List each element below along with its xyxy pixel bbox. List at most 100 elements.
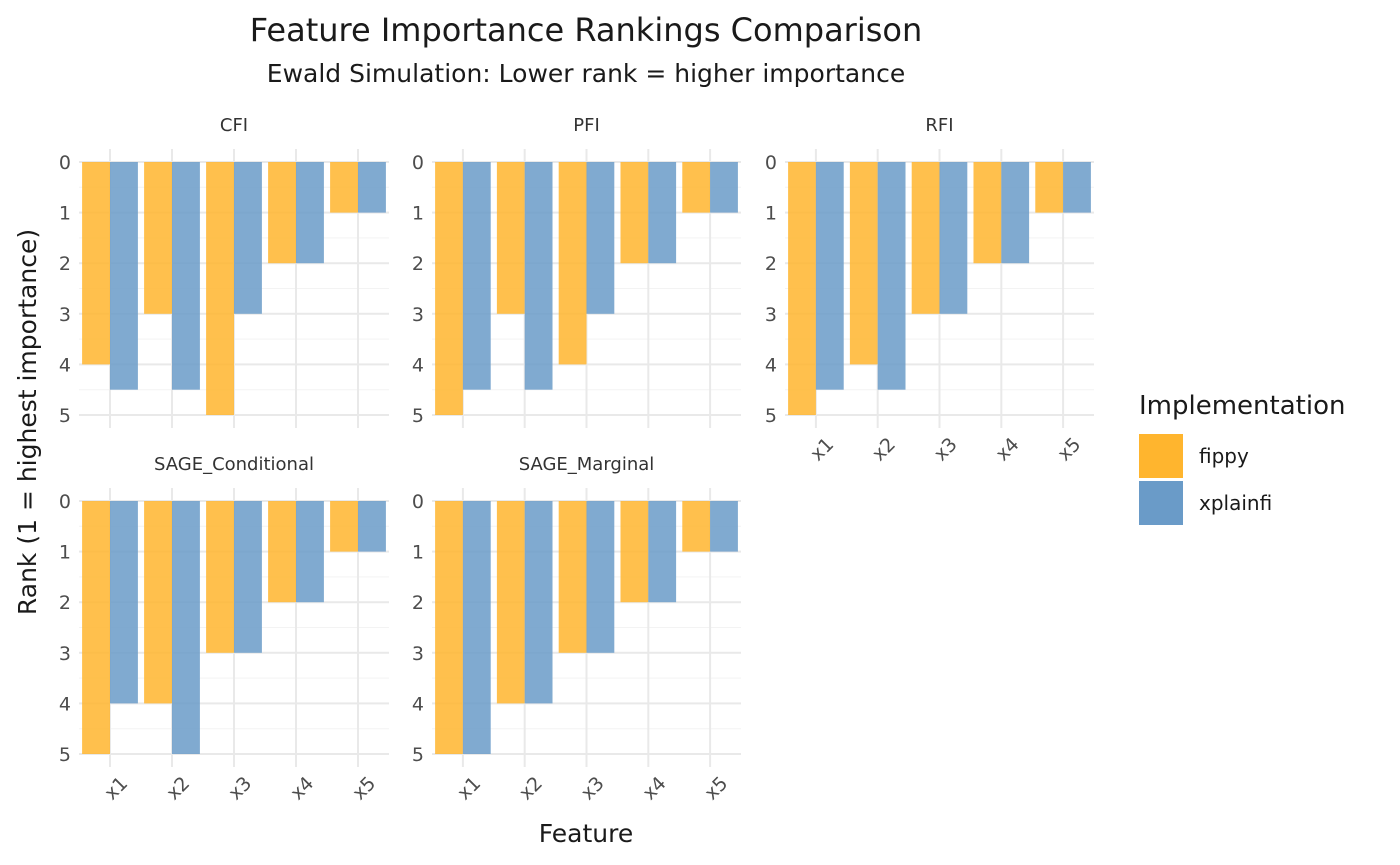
x-tick-label: x5 <box>700 772 732 804</box>
bar-rfi-xplainfi-x5 <box>1063 162 1091 213</box>
y-tick-label: 5 <box>765 405 777 427</box>
y-tick-label: 2 <box>59 592 71 614</box>
bar-cfi-fippy-x4 <box>268 162 296 264</box>
facet-label-cfi: CFI <box>220 115 248 136</box>
bar-pfi-fippy-x2 <box>496 162 525 314</box>
x-tick-label: x3 <box>224 772 256 804</box>
facet-label-pfi: PFI <box>573 115 600 136</box>
y-tick-label: 3 <box>59 304 71 326</box>
facet-label-sage-conditional: SAGE_Conditional <box>154 454 314 475</box>
bar-sage-conditional-xplainfi-x1 <box>110 501 138 704</box>
y-tick-label: 3 <box>412 304 424 326</box>
bar-sage-marginal-fippy-x5 <box>682 501 711 552</box>
y-tick-label: 2 <box>765 253 777 275</box>
bar-pfi-xplainfi-x3 <box>586 162 615 314</box>
y-tick-label: 2 <box>412 253 424 275</box>
y-tick-label: 4 <box>412 693 424 715</box>
bar-pfi-fippy-x1 <box>435 162 463 415</box>
y-tick-label: 5 <box>412 744 424 766</box>
bar-sage-marginal-xplainfi-x5 <box>710 501 738 552</box>
y-tick-label: 4 <box>412 354 424 376</box>
bar-pfi-xplainfi-x2 <box>524 162 553 390</box>
bar-cfi-xplainfi-x5 <box>358 162 386 213</box>
bar-cfi-fippy-x2 <box>144 162 172 314</box>
bar-pfi-fippy-x3 <box>558 162 587 365</box>
legend-swatch-xplainfi <box>1139 481 1183 525</box>
bar-sage-conditional-xplainfi-x5 <box>358 501 386 552</box>
bar-rfi-fippy-x5 <box>1035 162 1064 213</box>
facet-label-sage-marginal: SAGE_Marginal <box>519 454 655 475</box>
bar-cfi-xplainfi-x3 <box>234 162 262 314</box>
bar-rfi-xplainfi-x2 <box>877 162 906 390</box>
y-tick-label: 2 <box>412 592 424 614</box>
bar-rfi-xplainfi-x3 <box>939 162 968 314</box>
y-tick-label: 0 <box>412 491 424 513</box>
bar-sage-marginal-xplainfi-x3 <box>586 501 615 653</box>
x-tick-label: x3 <box>930 433 962 465</box>
bar-sage-marginal-fippy-x4 <box>620 501 649 603</box>
bar-cfi-xplainfi-x1 <box>110 162 138 390</box>
y-tick-label: 4 <box>59 354 71 376</box>
x-tick-label: x4 <box>639 772 671 804</box>
y-tick-label: 1 <box>412 542 424 564</box>
bar-sage-conditional-xplainfi-x4 <box>296 501 324 603</box>
y-tick-label: 1 <box>59 203 71 225</box>
bar-pfi-xplainfi-x4 <box>648 162 677 264</box>
bar-cfi-xplainfi-x4 <box>296 162 324 264</box>
bar-sage-conditional-xplainfi-x2 <box>172 501 200 754</box>
x-tick-label: x3 <box>577 772 609 804</box>
x-tick-label: x5 <box>1053 433 1085 465</box>
x-tick-label: x1 <box>453 772 485 804</box>
y-tick-label: 4 <box>765 354 777 376</box>
y-tick-label: 3 <box>765 304 777 326</box>
y-tick-label: 1 <box>412 203 424 225</box>
y-tick-label: 0 <box>765 152 777 174</box>
bar-cfi-fippy-x5 <box>330 162 358 213</box>
x-tick-label: x5 <box>348 772 380 804</box>
bar-cfi-fippy-x1 <box>82 162 110 365</box>
y-tick-label: 5 <box>412 405 424 427</box>
bar-sage-marginal-xplainfi-x4 <box>648 501 677 603</box>
y-tick-label: 2 <box>59 253 71 275</box>
bar-sage-conditional-fippy-x4 <box>268 501 296 603</box>
y-tick-label: 1 <box>59 542 71 564</box>
chart-subtitle: Ewald Simulation: Lower rank = higher im… <box>267 59 905 88</box>
bar-sage-conditional-fippy-x2 <box>144 501 172 704</box>
facet-panels: CFI 0 1 2 3 4 5 PFI 0 1 2 3 4 5 RFI 0 1 2 3 4 5 x1 x2 x3 x4 x5 SAG… <box>59 115 1094 804</box>
chart-title: Feature Importance Rankings Comparison <box>250 11 923 49</box>
bar-cfi-fippy-x3 <box>206 162 234 415</box>
y-tick-label: 4 <box>59 693 71 715</box>
bar-rfi-xplainfi-x1 <box>815 162 844 390</box>
bar-rfi-fippy-x3 <box>911 162 940 314</box>
y-tick-label: 5 <box>59 744 71 766</box>
bar-sage-conditional-fippy-x3 <box>206 501 234 653</box>
bar-sage-conditional-xplainfi-x3 <box>234 501 262 653</box>
y-tick-label: 3 <box>59 643 71 665</box>
bar-pfi-xplainfi-x1 <box>462 162 491 390</box>
x-tick-label: x1 <box>100 772 132 804</box>
y-tick-label: 5 <box>59 405 71 427</box>
bar-sage-marginal-fippy-x1 <box>435 501 463 754</box>
bar-sage-marginal-fippy-x2 <box>496 501 525 704</box>
bar-rfi-fippy-x2 <box>849 162 878 365</box>
bar-rfi-xplainfi-x4 <box>1001 162 1030 264</box>
bar-cfi-xplainfi-x2 <box>172 162 200 390</box>
x-tick-label: x4 <box>992 433 1024 465</box>
bar-rfi-fippy-x4 <box>973 162 1002 264</box>
bar-pfi-fippy-x5 <box>682 162 711 213</box>
bar-pfi-fippy-x4 <box>620 162 649 264</box>
legend: Implementation fippy xplainfi <box>1139 391 1345 525</box>
x-tick-label: x2 <box>868 433 900 465</box>
x-tick-label: x2 <box>162 772 194 804</box>
y-tick-label: 0 <box>412 152 424 174</box>
facet-label-rfi: RFI <box>925 115 953 136</box>
legend-title: Implementation <box>1139 391 1345 421</box>
y-tick-label: 1 <box>765 203 777 225</box>
bar-sage-conditional-fippy-x1 <box>82 501 110 754</box>
legend-swatch-fippy <box>1139 434 1183 478</box>
y-tick-label: 0 <box>59 491 71 513</box>
y-axis-title: Rank (1 = highest importance) <box>13 229 42 615</box>
bar-rfi-fippy-x1 <box>788 162 816 415</box>
y-tick-label: 3 <box>412 643 424 665</box>
y-tick-label: 0 <box>59 152 71 174</box>
